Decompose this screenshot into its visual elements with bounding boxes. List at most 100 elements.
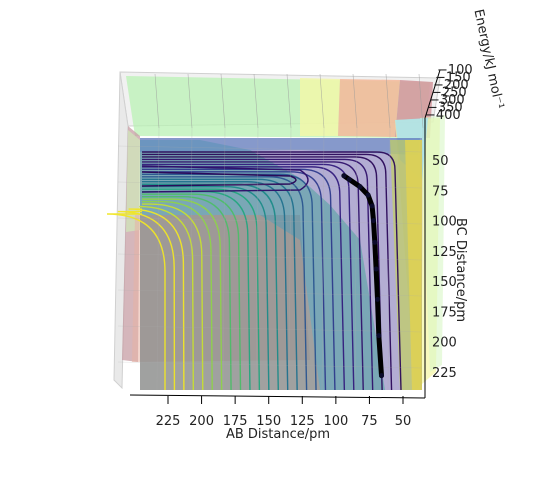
pane-grid-line <box>286 73 292 129</box>
contour-line <box>142 198 223 391</box>
pane-grid-line <box>222 127 226 391</box>
contour-line <box>142 173 317 391</box>
y-tick-label: 225 <box>432 366 457 381</box>
trajectory-point <box>373 266 379 272</box>
pane-grid-line <box>117 253 423 261</box>
contour-line <box>142 203 204 391</box>
pane-grid-line <box>418 73 424 129</box>
x-tick-label: 125 <box>290 414 315 429</box>
y-tick-labels: 50 75 100 125 150 175 200 225 <box>432 154 457 381</box>
contour-line <box>106 213 166 390</box>
contour-line <box>142 186 270 391</box>
x-tick-label: 100 <box>323 414 348 429</box>
pane-grid-line <box>189 127 193 391</box>
contour-line <box>142 153 393 391</box>
trajectory-point <box>374 296 380 302</box>
z-tick-label: −250 <box>431 86 467 101</box>
pane-grid-line <box>352 73 358 129</box>
pane-grid-line <box>117 325 423 333</box>
trajectory-point <box>379 373 385 379</box>
z-axis-line <box>424 69 441 119</box>
contour-lines <box>106 151 402 391</box>
x-axis-line <box>129 394 426 399</box>
contour-line <box>142 166 346 391</box>
contour-line <box>117 210 176 391</box>
pane-grid-line <box>319 73 325 129</box>
y-tick-label: 175 <box>432 305 457 320</box>
y-tick-label: 125 <box>432 245 457 260</box>
contour-line <box>141 165 309 193</box>
contour-line <box>142 200 213 391</box>
surface-left-green <box>126 130 140 232</box>
trajectory-point <box>357 184 363 190</box>
trajectory-point <box>369 203 375 209</box>
contour-line <box>128 208 185 391</box>
pane-grid-line <box>187 73 193 129</box>
contour-fill-edge-yellow <box>405 140 422 390</box>
contour-line <box>142 158 374 391</box>
x-tick-label: 175 <box>223 414 248 429</box>
surface-band-yellow <box>300 78 340 136</box>
trajectory-point <box>365 192 371 198</box>
pane-grid-line <box>321 127 325 391</box>
z-tick-labels: −100−150−200−250−300−350−400 <box>425 63 473 123</box>
z-tick-label: −100 <box>437 63 473 78</box>
trajectory-point <box>346 176 352 182</box>
contour-line <box>142 188 261 391</box>
pane-grid-line <box>420 127 424 391</box>
x-axis-label: AB Distance/pm <box>226 427 330 442</box>
contour-line <box>141 171 297 187</box>
pane-grid-line <box>156 127 160 391</box>
y-axis-label: BC Distance/pm <box>453 218 468 322</box>
contour-line <box>142 168 336 391</box>
contour-line <box>142 163 355 391</box>
z-tick-label: −300 <box>429 93 465 108</box>
pane-grid-line <box>117 289 423 297</box>
pane-grid-line <box>385 73 391 129</box>
y-tick-label: 75 <box>432 184 449 199</box>
pane-grid-line <box>117 145 423 153</box>
contour-line <box>142 181 289 391</box>
contour-line <box>142 178 298 391</box>
surface-right-green <box>420 115 445 372</box>
x-tick-label: 150 <box>256 414 281 429</box>
x-tick-labels: 225 200 175 150 125 100 75 50 <box>156 396 412 429</box>
contour-line <box>142 176 308 391</box>
trajectory-point <box>376 333 382 339</box>
pane-grid-line <box>255 127 259 391</box>
z-tick-label: −350 <box>427 101 463 116</box>
z-tick-label: −400 <box>425 108 461 123</box>
pane-grid-line <box>387 127 391 391</box>
contour-line <box>142 195 232 391</box>
contour-line <box>142 193 242 391</box>
pane-grid-line <box>154 73 160 129</box>
reaction-trajectory <box>341 173 385 379</box>
pane-grid-line <box>117 361 423 369</box>
x-tick-label: 50 <box>395 414 412 429</box>
y-tick-label: 150 <box>432 275 457 290</box>
surface-band-orange <box>338 79 400 137</box>
pane-grid-line <box>354 127 358 391</box>
trajectory-point <box>341 173 347 179</box>
y-tick-label: 100 <box>432 215 457 230</box>
axes <box>129 69 441 399</box>
x-tick-label: 200 <box>189 414 214 429</box>
contour-line <box>142 171 327 391</box>
pane-grid-line <box>117 181 423 189</box>
y-tick-label: 50 <box>432 154 449 169</box>
contour-line <box>139 205 195 391</box>
contour-fill-top <box>140 138 420 155</box>
pane-grid-line <box>288 127 292 391</box>
z-axis-label: Energy/kJ mol⁻¹ <box>471 8 507 111</box>
y-tick-label: 200 <box>432 336 457 351</box>
z-tick-label: −200 <box>433 78 469 93</box>
contour-line <box>142 156 383 391</box>
trajectory-point <box>370 218 376 224</box>
x-tick-label: 75 <box>361 414 378 429</box>
pane-grid-line <box>253 73 259 129</box>
pane-grid-line <box>220 73 226 129</box>
trajectory-point <box>372 239 378 245</box>
contour-line <box>142 151 402 391</box>
